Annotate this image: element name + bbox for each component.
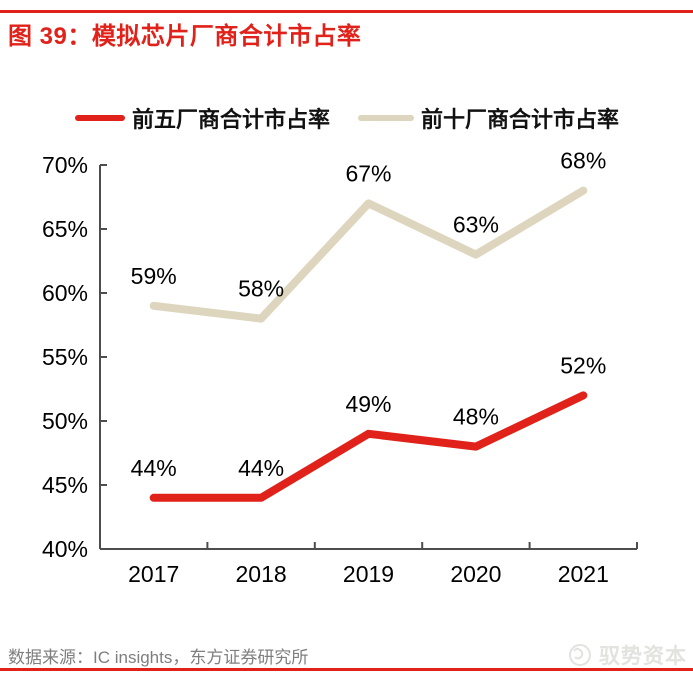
top-divider-rule (0, 10, 693, 13)
data-point-label: 44% (131, 455, 177, 481)
data-point-label: 63% (453, 212, 499, 238)
y-axis-tick-label: 65% (42, 216, 88, 242)
legend-swatch-top10-line (358, 115, 415, 121)
data-point-label: 68% (560, 148, 606, 174)
legend-label-top5: 前五厂商合计市占率 (132, 107, 331, 132)
data-point-label: 48% (453, 404, 499, 430)
x-axis-tick-label: 2020 (450, 561, 501, 587)
watermark-text: 驭势资本 (599, 645, 687, 668)
legend-label-top10: 前十厂商合计市占率 (421, 107, 620, 132)
y-axis-tick-label: 55% (42, 344, 88, 370)
x-axis-tick-label: 2018 (236, 561, 287, 587)
chart-canvas: 40% 45% 50% 55% 60% 65% 70% 2017 2018 2019 2020 202… (42, 148, 638, 587)
legend-swatch-top5-line (75, 115, 125, 121)
series-line-0 (149, 391, 588, 502)
data-point-label: 67% (345, 160, 391, 186)
y-axis-tick-label: 45% (42, 472, 88, 498)
chart-legend: 前五厂商合计市占率 前十厂商合计市占率 (75, 102, 619, 134)
x-axis-tick-label: 2021 (558, 561, 609, 587)
series-line-1 (149, 186, 588, 323)
watermark-logo-icon (569, 644, 591, 666)
data-point-label: 52% (560, 352, 606, 378)
data-point-label: 59% (131, 263, 177, 289)
legend-item-top5: 前五厂商合计市占率 (75, 102, 330, 134)
y-axis-tick-label: 60% (42, 280, 88, 306)
data-point-label: 49% (345, 391, 391, 417)
data-point-label: 44% (238, 455, 284, 481)
figure-title: 图 39：模拟芯片厂商合计市占率 (8, 23, 362, 50)
watermark: 驭势资本 (567, 640, 687, 670)
data-point-label: 58% (238, 276, 284, 302)
y-axis-tick-label: 70% (42, 152, 88, 178)
legend-item-top10: 前十厂商合计市占率 (358, 102, 619, 134)
x-axis-tick-label: 2017 (128, 561, 179, 587)
y-axis-tick-label: 40% (42, 536, 88, 562)
x-axis-tick-label: 2019 (343, 561, 394, 587)
data-source: 数据来源：IC insights，东方证券研究所 (8, 648, 309, 667)
y-axis-tick-label: 50% (42, 408, 88, 434)
bottom-divider-rule (0, 668, 693, 671)
